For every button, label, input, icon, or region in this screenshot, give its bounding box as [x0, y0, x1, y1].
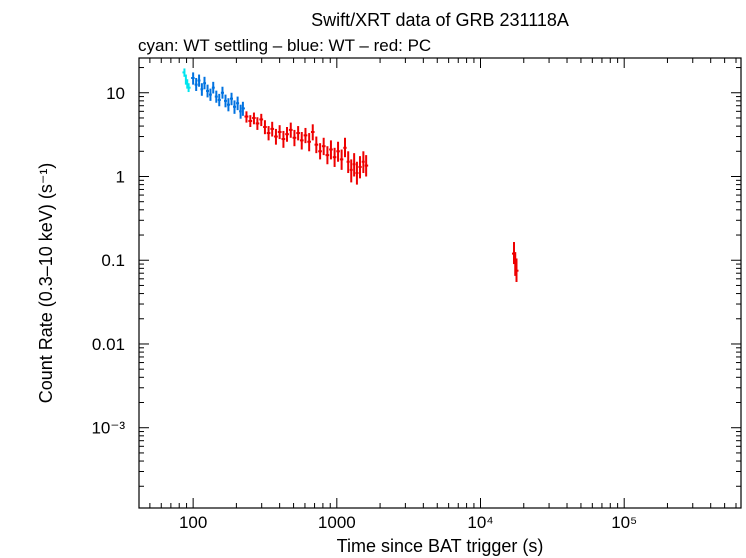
series-pc [244, 111, 519, 282]
data-point [226, 98, 230, 112]
data-point [314, 136, 319, 154]
data-point [244, 111, 249, 123]
data-point [336, 141, 340, 162]
data-point [352, 153, 356, 177]
series-wt-settling [182, 68, 191, 93]
y-axis-label: Count Rate (0.3–10 keV) (s⁻¹) [36, 163, 56, 404]
data-point [203, 76, 207, 90]
data-point [182, 68, 186, 77]
data-point [209, 88, 212, 101]
data-point [358, 156, 362, 179]
data-point [343, 137, 347, 158]
series-wt [191, 72, 245, 119]
x-tick-label: 1000 [318, 513, 356, 532]
data-point [299, 131, 304, 150]
data-point [339, 149, 344, 170]
x-tick-label: 10⁴ [467, 513, 493, 532]
data-point [310, 124, 315, 141]
data-point [329, 140, 333, 160]
data-point [191, 72, 195, 85]
data-point [206, 84, 210, 98]
data-point [321, 137, 326, 156]
data-point [511, 242, 515, 265]
data-point [274, 128, 278, 145]
y-tick-label: 10 [106, 84, 125, 103]
data-point [281, 130, 286, 148]
chart-title: Swift/XRT data of GRB 231118A [311, 10, 569, 30]
data-point [200, 83, 204, 96]
x-tick-label: 10⁵ [611, 513, 637, 532]
data-point [241, 101, 245, 116]
data-point [292, 129, 297, 147]
data-point [259, 113, 264, 127]
data-point [355, 161, 359, 185]
chart-subtitle: cyan: WT settling – blue: WT – red: PC [138, 36, 431, 55]
data-point [263, 120, 267, 135]
x-tick-label: 100 [179, 513, 207, 532]
data-point [346, 151, 350, 174]
data-point [211, 81, 215, 94]
data-point [270, 121, 275, 137]
y-tick-label: 10⁻³ [91, 419, 125, 438]
x-tick-labels: 100 1000 10⁴ 10⁵ [179, 513, 637, 532]
data-point [194, 78, 198, 91]
data-point [318, 143, 322, 160]
data-point [217, 93, 221, 107]
data-point [229, 92, 234, 106]
data-point [252, 112, 256, 125]
data-point [239, 104, 242, 119]
y-tick-label: 0.1 [101, 251, 125, 270]
data-point [214, 90, 218, 103]
data-point [325, 146, 330, 165]
data-point [223, 94, 227, 108]
data-point [255, 117, 260, 130]
data-point [197, 74, 201, 87]
y-tick-labels: 10 1 0.1 0.01 10⁻³ [91, 84, 125, 438]
data-point [349, 159, 353, 183]
data-point [233, 100, 237, 114]
data-point [277, 125, 282, 140]
y-tick-label: 1 [116, 167, 125, 186]
data-point [288, 122, 293, 138]
data-point [361, 151, 365, 174]
plot-frame [138, 57, 742, 509]
data-point [364, 155, 369, 177]
data-point [236, 96, 240, 111]
axis-ticks [139, 58, 741, 508]
data-point [285, 126, 289, 142]
data-point [220, 86, 224, 99]
data-series [182, 68, 519, 282]
data-point [303, 127, 308, 144]
y-tick-label: 0.01 [92, 335, 125, 354]
data-point [332, 147, 337, 167]
data-point [296, 126, 300, 141]
x-axis-label: Time since BAT trigger (s) [337, 536, 544, 556]
data-point [266, 126, 271, 141]
data-point [307, 133, 311, 152]
data-point [515, 258, 519, 282]
data-point [248, 115, 253, 127]
data-point [187, 83, 191, 93]
